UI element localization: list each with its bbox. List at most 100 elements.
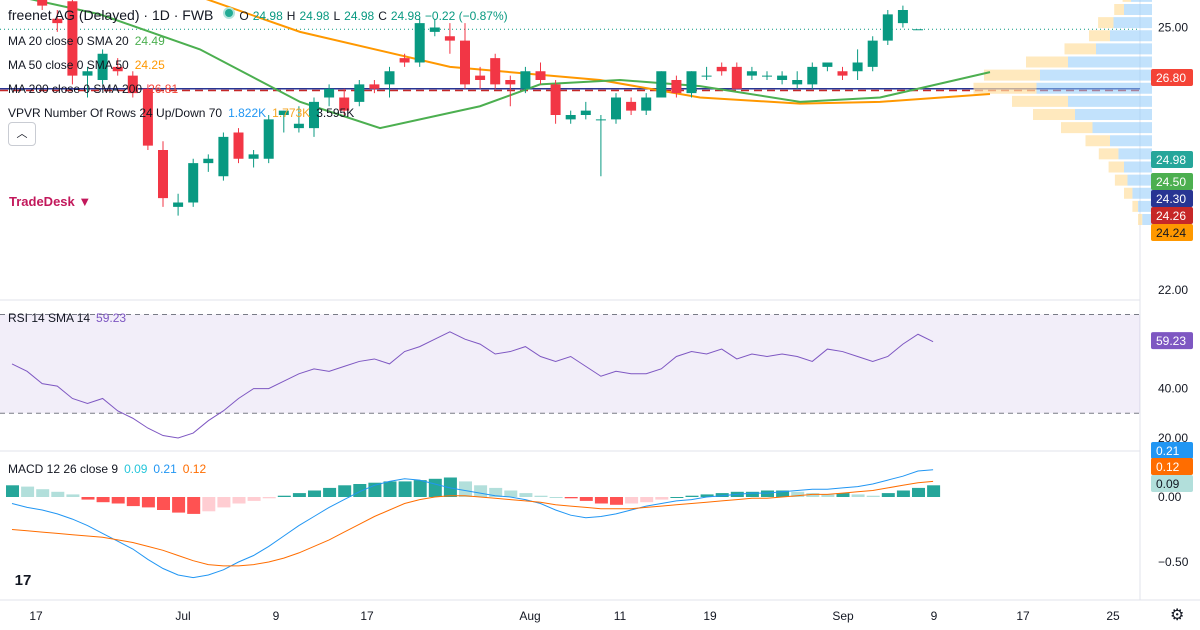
macd-label: MACD 12 26 close 9 [8, 462, 119, 476]
vpvr-down-bar [1085, 135, 1110, 147]
macd-hist-bar [896, 490, 910, 497]
macd-hist-bar [459, 481, 472, 497]
collapse-legend-button[interactable]: ︿ [8, 122, 36, 146]
candle-body [233, 132, 244, 159]
macd-hist-bar [519, 493, 533, 497]
vpvr-up-bar [1124, 161, 1152, 173]
candle-body [762, 75, 772, 77]
price-tag-label: 24.26 [1156, 209, 1186, 223]
macd-hist-bar [745, 491, 759, 497]
settings-gear-icon[interactable]: ⚙ [1170, 607, 1185, 624]
candle-body [701, 75, 712, 77]
rsi-tag-label: 59.23 [1156, 334, 1186, 348]
macd-legend[interactable]: MACD 12 26 close 9 0.09 0.21 0.12 [8, 462, 212, 476]
tradedesk-marker[interactable]: TradeDesk ▼ [9, 194, 91, 209]
vpvr-down-bar [1114, 174, 1128, 186]
rsi-tick-label: 20.00 [1158, 431, 1188, 445]
macd-tag-bg [1151, 475, 1193, 492]
macd-hist-bar [791, 491, 805, 497]
candle-body [852, 62, 863, 72]
candle-body [263, 119, 274, 159]
macd-hist-bar [564, 497, 578, 499]
rsi-legend[interactable]: RSI 14 SMA 14 59.23 [8, 311, 132, 325]
price-tag-bg [1151, 224, 1193, 241]
rsi-tag-bg [1151, 332, 1193, 350]
symbol-title[interactable]: freenet AG (Delayed) · 1D · FWB [8, 7, 214, 23]
vpvr-down-bar [1033, 109, 1075, 120]
candle-body [626, 101, 637, 111]
macd-hist-bar [640, 497, 654, 503]
ma20-label: MA 20 close 0 SMA 20 [8, 34, 129, 48]
vpvr-up-bar [1138, 200, 1152, 212]
macd-hist-bar [700, 494, 714, 497]
macd-signal-value: 0.12 [182, 462, 207, 476]
ma20-value: 24.49 [134, 34, 165, 48]
rsi-line [11, 331, 934, 439]
candle-body [475, 75, 486, 80]
price-tag-label: 24.30 [1156, 192, 1186, 206]
macd-hist-bar [625, 497, 639, 504]
time-tick-label: Jul [175, 609, 190, 623]
vpvr-up-bar [1096, 43, 1152, 55]
ma50-legend[interactable]: MA 50 close 0 SMA 50 24.25 [8, 58, 171, 72]
ma20-legend[interactable]: MA 20 close 0 SMA 20 24.49 [8, 34, 171, 48]
vpvr-up-bar [1118, 148, 1152, 160]
macd-tag-label: 0.21 [1156, 444, 1180, 458]
candle-body [82, 71, 93, 76]
macd-hist-bar [292, 493, 306, 497]
candle-body [882, 14, 893, 41]
candle-body [293, 123, 304, 129]
candle-body [686, 71, 697, 94]
macd-hist-bar [866, 495, 880, 497]
macd-hist-bar [443, 477, 457, 497]
macd-hist-bar [549, 497, 563, 498]
candle-body [520, 71, 531, 89]
candle-body [580, 110, 591, 115]
vpvr-down-bar [1108, 161, 1124, 173]
candle-body [203, 158, 214, 164]
macd-hist-bar [187, 497, 201, 514]
macd-hist-bar [353, 484, 367, 497]
time-tick-label: 17 [29, 609, 43, 623]
macd-hist-bar [881, 493, 895, 497]
macd-tag-label: 0.09 [1156, 477, 1180, 491]
ma200-value: 26.81 [148, 82, 179, 96]
candle-body [837, 71, 848, 76]
time-tick-label: 11 [614, 609, 627, 623]
candle-body [731, 66, 742, 89]
candle-body [656, 71, 667, 98]
macd-hist-bar [655, 497, 669, 500]
candle-body [354, 84, 365, 102]
vpvr-down-bar [1012, 95, 1068, 107]
tradingview-logo[interactable]: 17 [8, 569, 38, 593]
macd-hist-bar [912, 487, 925, 497]
macd-line-value: 0.21 [153, 462, 177, 476]
macd-hist-bar [534, 495, 548, 497]
market-status-icon [223, 7, 236, 19]
candle-body [565, 115, 576, 120]
vpvr-legend[interactable]: VPVR Number Of Rows 24 Up/Down 70 1.822K 1… [8, 106, 360, 120]
candle-body [339, 97, 350, 111]
price-tag-bg [1151, 173, 1193, 190]
vpvr-down-bar [1098, 148, 1119, 160]
open-value: 24.98 [252, 9, 283, 23]
macd-hist-bar [21, 486, 35, 497]
price-tag-bg [1151, 69, 1193, 86]
macd-hist-bar [36, 489, 50, 497]
macd-tag-label: 0.12 [1156, 460, 1180, 474]
candle-body [218, 136, 229, 177]
vpvr-down-bar [1098, 17, 1114, 29]
candle-body [444, 36, 455, 41]
price-tag-label: 24.98 [1156, 153, 1186, 167]
macd-hist-bar [81, 497, 95, 500]
ma200-legend[interactable]: MA 200 close 0 SMA 200 26.81 [8, 82, 184, 96]
candle-body [112, 66, 123, 72]
rsi-value: 59.23 [96, 311, 127, 325]
ma200-label: MA 200 close 0 SMA 200 [8, 82, 143, 96]
price-tag-label: 26.80 [1156, 71, 1186, 85]
vpvr-up-bar [1142, 214, 1152, 225]
macd-hist-bar [821, 494, 835, 497]
vpvr-up-bar [1075, 109, 1152, 120]
macd-hist-bar [126, 497, 140, 507]
